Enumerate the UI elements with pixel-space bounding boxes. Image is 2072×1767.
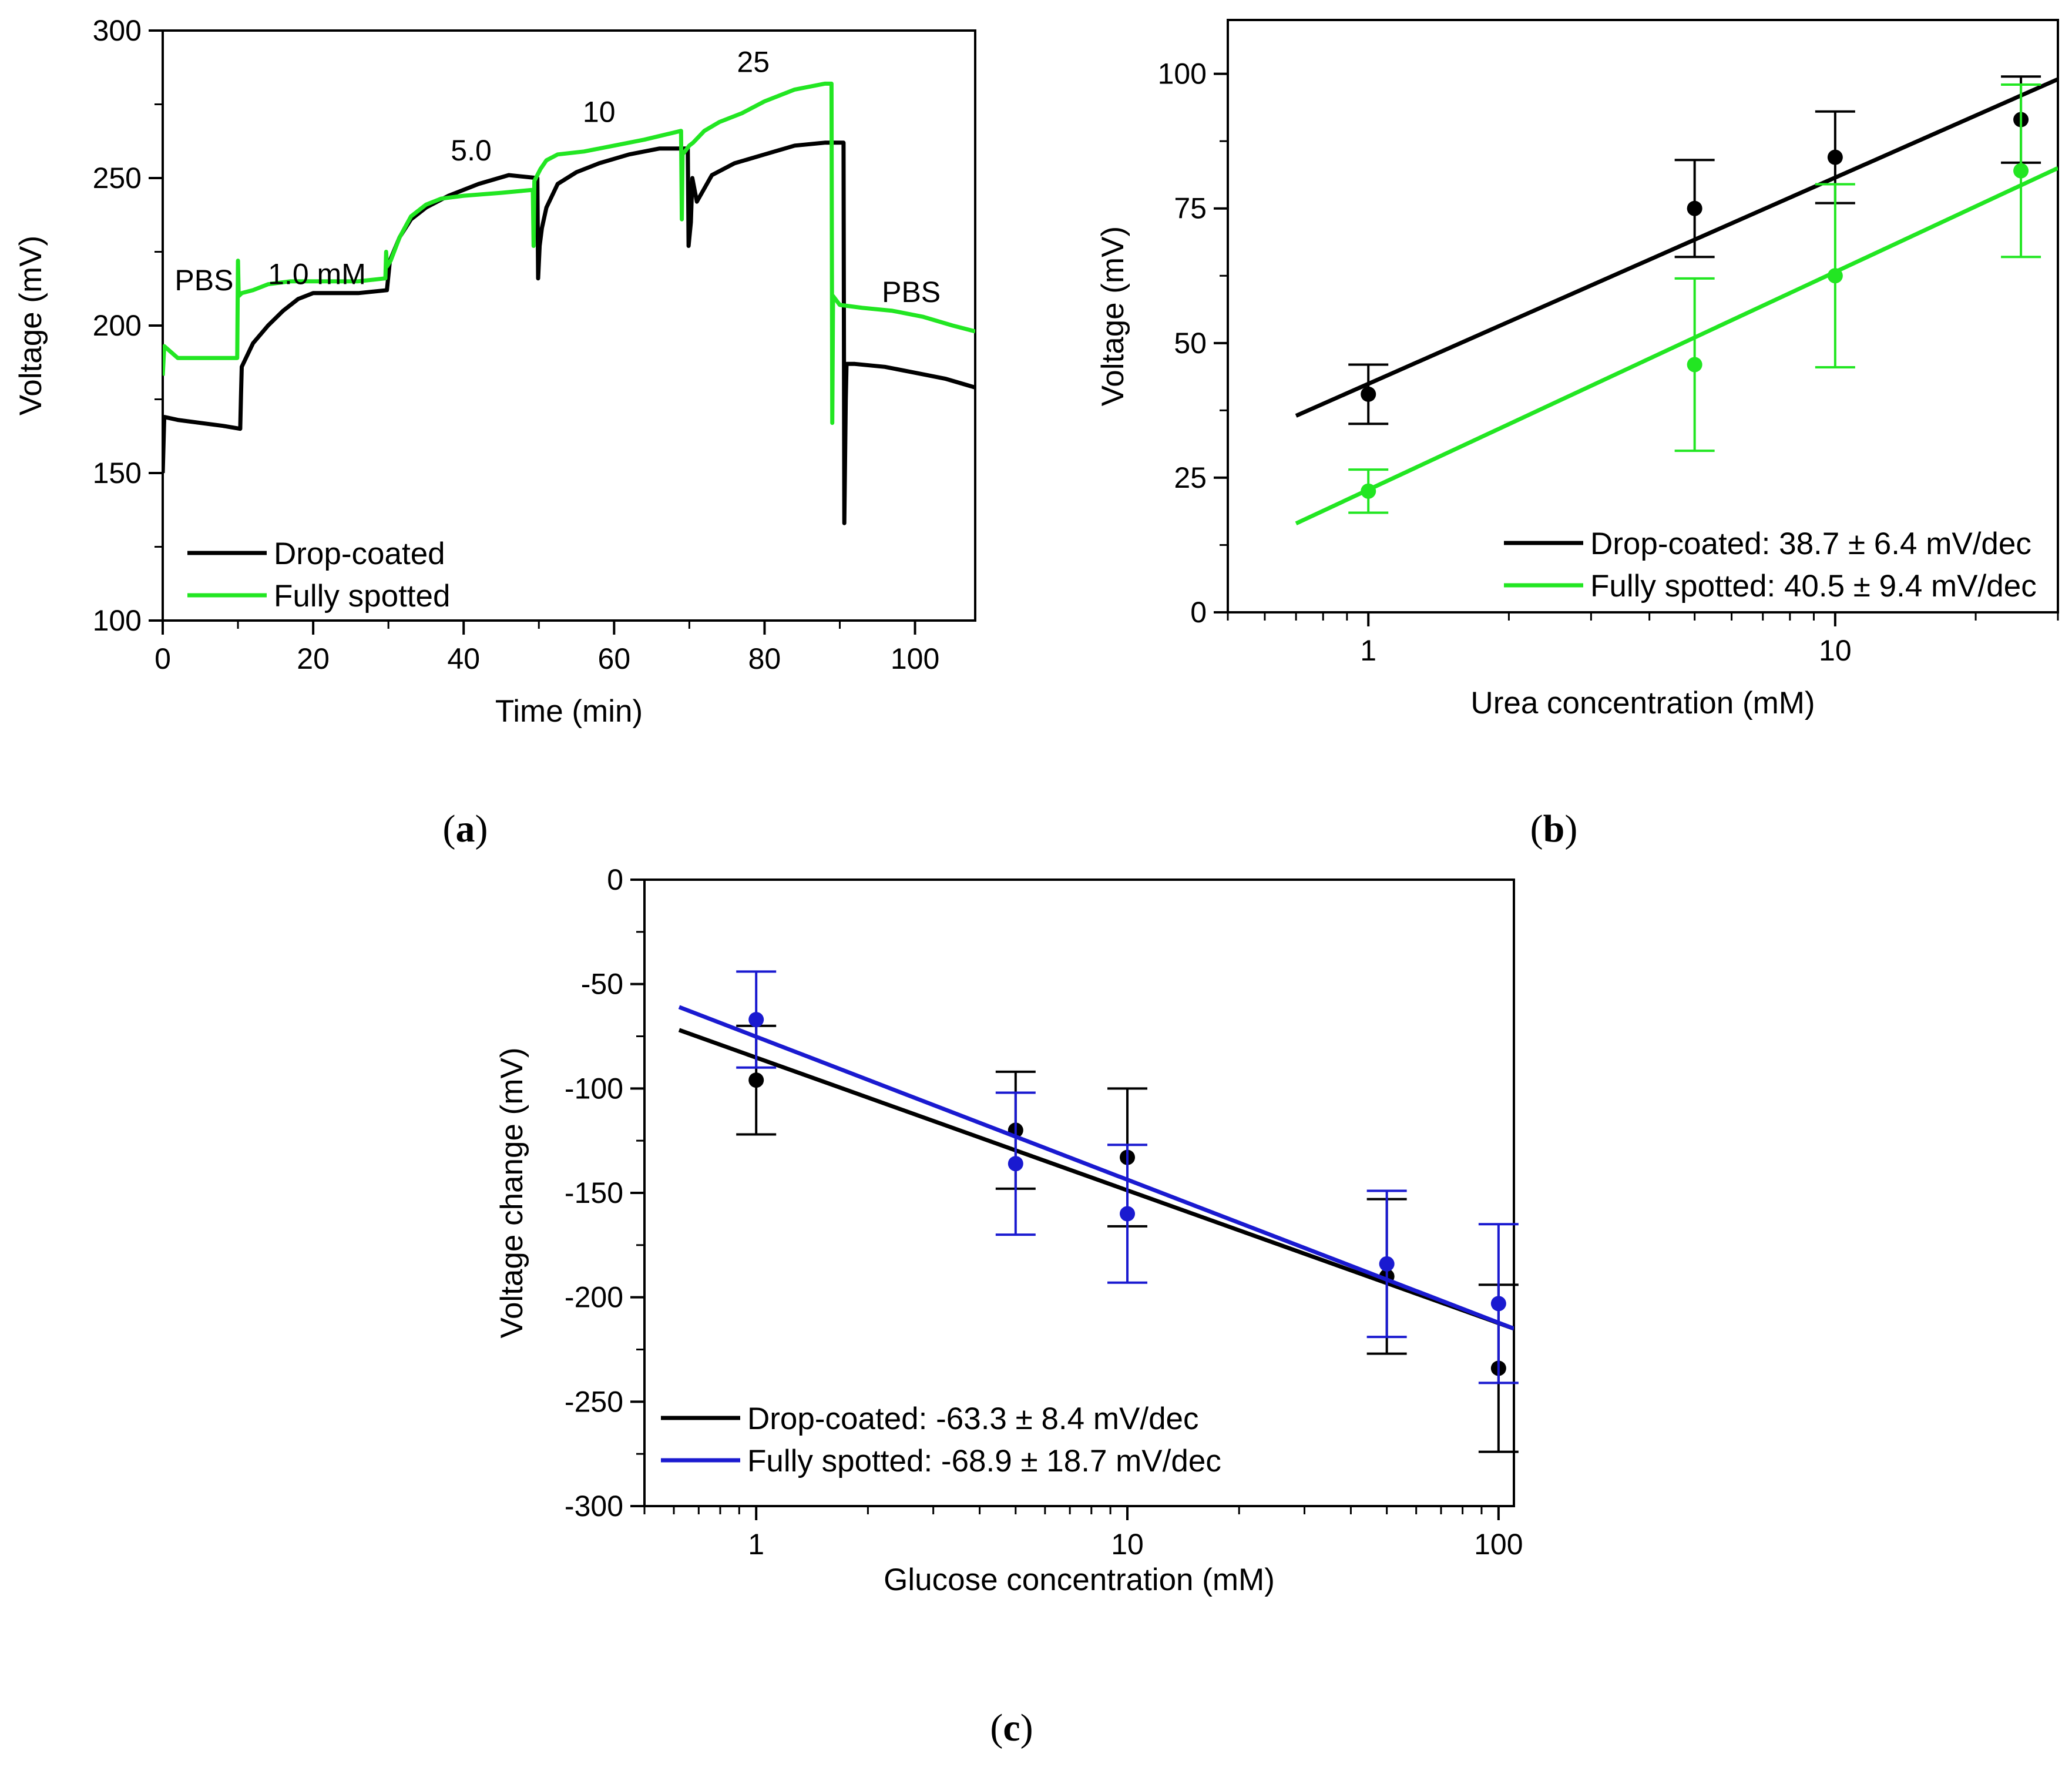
paren-open: (	[443, 807, 456, 850]
y-tick-label: 0	[1190, 596, 1207, 629]
x-axis-title: Glucose concentration (mM)	[884, 1563, 1275, 1597]
x-tick-label: 0	[155, 642, 171, 675]
plot-frame	[162, 29, 976, 622]
x-tick-label: 40	[447, 642, 480, 675]
step-annotation: 25	[737, 45, 770, 78]
x-tick-label: 60	[598, 642, 631, 675]
y-tick-label: -150	[565, 1176, 623, 1209]
x-tick-label: 100	[1474, 1528, 1523, 1561]
step-annotation: PBS	[882, 276, 941, 309]
legend-label-fully-spotted: Fully spotted: 40.5 ± 9.4 mV/dec	[1590, 569, 2037, 603]
y-tick-label: -50	[581, 968, 623, 1001]
x-axis-title: Time (min)	[495, 694, 643, 729]
panel-label: (b)	[1530, 807, 1578, 850]
data-point-fully-spotted	[1827, 268, 1843, 284]
paren-open: (	[1530, 807, 1543, 850]
paren-close: )	[1020, 1706, 1033, 1749]
paren-close: )	[475, 807, 488, 850]
data-point-drop-coated	[1687, 200, 1702, 216]
step-annotation: 10	[583, 96, 616, 129]
y-tick-label: 0	[607, 863, 623, 896]
legend-label-drop-coated: Drop-coated: -63.3 ± 8.4 mV/dec	[747, 1401, 1199, 1436]
panel-label: (a)	[443, 807, 488, 850]
paren-close: )	[1564, 807, 1577, 850]
data-point-drop-coated	[1361, 386, 1376, 402]
series-line-drop-coated	[163, 140, 975, 525]
paren-open: (	[990, 1706, 1003, 1749]
data-point-fully-spotted	[1008, 1156, 1023, 1172]
y-tick-label: -200	[565, 1281, 623, 1314]
step-annotation: 1.0 mM	[268, 258, 366, 291]
fit-line-fully-spotted	[1295, 166, 2058, 525]
fit-line-drop-coated	[1295, 77, 2058, 418]
step-annotation: PBS	[174, 264, 233, 297]
data-point-fully-spotted	[1361, 483, 1376, 499]
plot-frame	[1227, 19, 2059, 613]
data-point-fully-spotted	[748, 1012, 764, 1028]
y-axis-title: Voltage (mV)	[1096, 226, 1130, 406]
x-tick-label: 10	[1819, 634, 1852, 667]
panel-letter: c	[1003, 1706, 1020, 1749]
y-tick-label: 75	[1174, 192, 1207, 225]
y-tick-label: 100	[93, 604, 142, 637]
data-point-fully-spotted	[1120, 1206, 1136, 1222]
data-point-drop-coated	[748, 1072, 764, 1088]
x-axis-title: Urea concentration (mM)	[1470, 686, 1815, 720]
y-axis-title: Voltage change (mV)	[495, 1048, 529, 1339]
x-tick-label: 80	[748, 642, 781, 675]
data-point-fully-spotted	[1379, 1256, 1395, 1272]
y-tick-label: 25	[1174, 461, 1207, 494]
data-point-fully-spotted	[1687, 357, 1702, 373]
data-point-fully-spotted	[2013, 163, 2029, 179]
y-tick-label: 250	[93, 162, 142, 195]
fit-line-fully-spotted	[678, 1005, 1514, 1331]
chart-panel-a: 0 20 40 60 80 100 100 150 200 250 300 Time (min) Vol…	[14, 14, 976, 850]
data-point-drop-coated	[1827, 149, 1843, 165]
y-tick-label: -300	[565, 1490, 623, 1523]
y-tick-label: 100	[1158, 58, 1207, 90]
y-tick-label: 150	[93, 457, 142, 489]
series-line-fully-spotted	[163, 81, 975, 425]
legend-label-drop-coated: Drop-coated: 38.7 ± 6.4 mV/dec	[1590, 527, 2031, 561]
y-tick-label: -250	[565, 1385, 623, 1418]
x-tick-label: 20	[297, 642, 330, 675]
x-tick-label: 1	[1360, 634, 1376, 667]
y-tick-label: 300	[93, 14, 142, 47]
chart-panel-c: 1 10 100 0 -50 -100 -150 -200 -250 -300 Glucose co…	[495, 863, 1523, 1749]
y-axis-title: Voltage (mV)	[14, 236, 48, 415]
x-tick-label: 10	[1111, 1528, 1144, 1561]
x-tick-label: 1	[748, 1528, 764, 1561]
legend-label-fully-spotted: Fully spotted: -68.9 ± 18.7 mV/dec	[747, 1444, 1221, 1478]
data-point-fully-spotted	[1490, 1296, 1506, 1312]
y-tick-label: 200	[93, 309, 142, 342]
step-annotation: 5.0	[451, 134, 492, 167]
panel-label: (c)	[990, 1706, 1033, 1749]
panel-letter: b	[1543, 807, 1565, 850]
x-tick-label: 100	[891, 642, 939, 675]
legend-label-fully-spotted: Fully spotted	[274, 579, 450, 613]
fit-line-drop-coated	[678, 1028, 1514, 1331]
y-tick-label: 50	[1174, 327, 1207, 360]
y-tick-label: -100	[565, 1072, 623, 1105]
panel-letter: a	[456, 807, 475, 850]
legend-label-drop-coated: Drop-coated	[274, 537, 445, 571]
